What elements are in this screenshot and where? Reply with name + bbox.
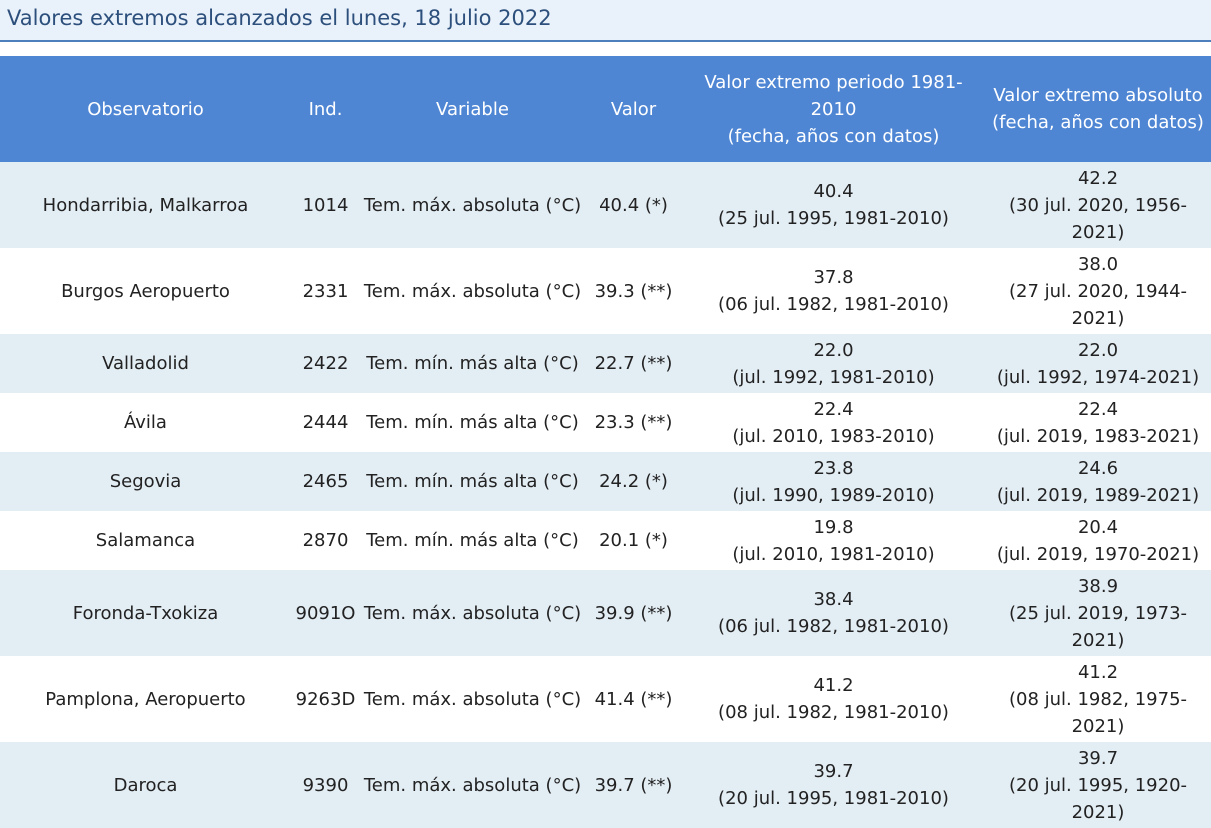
table-row: Salamanca 2870 Tem. mín. más alta (°C) 20.1… (0, 511, 1211, 570)
cell-ind: 9263D (291, 656, 360, 742)
cell-ind: 2444 (291, 393, 360, 452)
cell-observatorio: Valladolid (0, 334, 291, 393)
cell-ind: 2422 (291, 334, 360, 393)
cell-extremo-absoluto: 20.4 (jul. 2019, 1970-2021) (985, 511, 1211, 570)
cell-extremo-periodo: 37.8 (06 jul. 1982, 1981-2010) (682, 248, 985, 334)
cell-extremo-absoluto: 39.7 (20 jul. 1995, 1920-2021) (985, 742, 1211, 828)
cell-variable: Tem. mín. más alta (°C) (360, 393, 585, 452)
table-row: Daroca 9390 Tem. máx. absoluta (°C) 39.7 (*… (0, 742, 1211, 828)
table-row: Hondarribia, Malkarroa 1014 Tem. máx. abso… (0, 162, 1211, 248)
cell-observatorio: Ávila (0, 393, 291, 452)
cell-valor: 24.2 (*) (585, 452, 682, 511)
col-header-extremo-absoluto: Valor extremo absoluto (fecha, años con … (985, 56, 1211, 162)
cell-ind: 2331 (291, 248, 360, 334)
table-row: Burgos Aeropuerto 2331 Tem. máx. absoluta … (0, 248, 1211, 334)
title-bar: Valores extremos alcanzados el lunes, 18… (0, 0, 1211, 42)
cell-variable: Tem. mín. más alta (°C) (360, 511, 585, 570)
cell-ind: 1014 (291, 162, 360, 248)
cell-extremo-absoluto: 22.0 (jul. 1992, 1974-2021) (985, 334, 1211, 393)
cell-valor: 39.3 (**) (585, 248, 682, 334)
col-header-variable: Variable (360, 56, 585, 162)
cell-extremo-absoluto: 24.6 (jul. 2019, 1989-2021) (985, 452, 1211, 511)
cell-extremo-absoluto: 38.9 (25 jul. 2019, 1973-2021) (985, 570, 1211, 656)
cell-ind: 2465 (291, 452, 360, 511)
table-row: Valladolid 2422 Tem. mín. más alta (°C) 22.… (0, 334, 1211, 393)
cell-extremo-absoluto: 22.4 (jul. 2019, 1983-2021) (985, 393, 1211, 452)
cell-observatorio: Segovia (0, 452, 291, 511)
cell-variable: Tem. máx. absoluta (°C) (360, 248, 585, 334)
cell-valor: 39.7 (**) (585, 742, 682, 828)
cell-observatorio: Daroca (0, 742, 291, 828)
cell-extremo-absoluto: 38.0 (27 jul. 2020, 1944-2021) (985, 248, 1211, 334)
cell-valor: 22.7 (**) (585, 334, 682, 393)
cell-observatorio: Burgos Aeropuerto (0, 248, 291, 334)
col-header-observatorio: Observatorio (0, 56, 291, 162)
col-header-ind: Ind. (291, 56, 360, 162)
cell-valor: 20.1 (*) (585, 511, 682, 570)
cell-valor: 23.3 (**) (585, 393, 682, 452)
cell-extremo-periodo: 38.4 (06 jul. 1982, 1981-2010) (682, 570, 985, 656)
table-row: Pamplona, Aeropuerto 9263D Tem. máx. absol… (0, 656, 1211, 742)
cell-variable: Tem. máx. absoluta (°C) (360, 162, 585, 248)
cell-valor: 41.4 (**) (585, 656, 682, 742)
cell-extremo-periodo: 39.7 (20 jul. 1995, 1981-2010) (682, 742, 985, 828)
cell-variable: Tem. máx. absoluta (°C) (360, 570, 585, 656)
cell-extremo-periodo: 19.8 (jul. 2010, 1981-2010) (682, 511, 985, 570)
col-header-extremo-periodo: Valor extremo periodo 1981-2010 (fecha, … (682, 56, 985, 162)
cell-extremo-periodo: 22.4 (jul. 2010, 1983-2010) (682, 393, 985, 452)
cell-observatorio: Foronda-Txokiza (0, 570, 291, 656)
cell-observatorio: Pamplona, Aeropuerto (0, 656, 291, 742)
cell-extremo-periodo: 23.8 (jul. 1990, 1989-2010) (682, 452, 985, 511)
cell-extremo-absoluto: 41.2 (08 jul. 1982, 1975-2021) (985, 656, 1211, 742)
cell-extremo-periodo: 41.2 (08 jul. 1982, 1981-2010) (682, 656, 985, 742)
cell-extremo-absoluto: 42.2 (30 jul. 2020, 1956-2021) (985, 162, 1211, 248)
cell-observatorio: Hondarribia, Malkarroa (0, 162, 291, 248)
cell-observatorio: Salamanca (0, 511, 291, 570)
cell-ind: 9390 (291, 742, 360, 828)
table-row: Segovia 2465 Tem. mín. más alta (°C) 24.2 (… (0, 452, 1211, 511)
cell-extremo-periodo: 40.4 (25 jul. 1995, 1981-2010) (682, 162, 985, 248)
cell-variable: Tem. máx. absoluta (°C) (360, 656, 585, 742)
table-row: Foronda-Txokiza 9091O Tem. máx. absoluta (… (0, 570, 1211, 656)
cell-variable: Tem. máx. absoluta (°C) (360, 742, 585, 828)
table-header-row: Observatorio Ind. Variable Valor Valor e… (0, 56, 1211, 162)
cell-ind: 2870 (291, 511, 360, 570)
cell-extremo-periodo: 22.0 (jul. 1992, 1981-2010) (682, 334, 985, 393)
cell-valor: 40.4 (*) (585, 162, 682, 248)
cell-variable: Tem. mín. más alta (°C) (360, 452, 585, 511)
extreme-values-table: Observatorio Ind. Variable Valor Valor e… (0, 56, 1211, 828)
cell-variable: Tem. mín. más alta (°C) (360, 334, 585, 393)
col-header-valor: Valor (585, 56, 682, 162)
cell-ind: 9091O (291, 570, 360, 656)
cell-valor: 39.9 (**) (585, 570, 682, 656)
page-title: Valores extremos alcanzados el lunes, 18… (7, 6, 552, 30)
table-row: Ávila 2444 Tem. mín. más alta (°C) 23.3 (**… (0, 393, 1211, 452)
